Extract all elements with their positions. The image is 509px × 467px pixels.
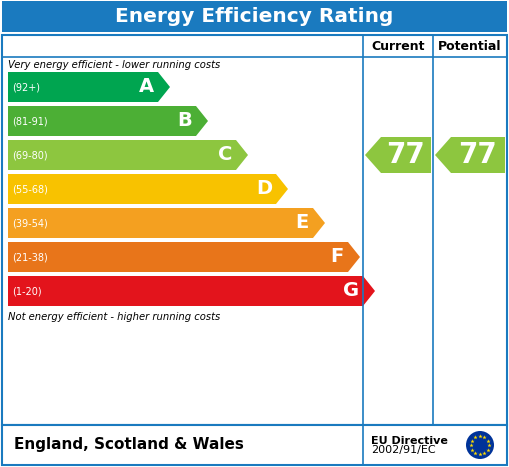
- Text: A: A: [139, 78, 154, 97]
- Text: (21-38): (21-38): [12, 252, 48, 262]
- Text: (81-91): (81-91): [12, 116, 48, 126]
- Text: D: D: [256, 179, 272, 198]
- Polygon shape: [8, 72, 170, 102]
- Text: Current: Current: [371, 40, 425, 52]
- Text: (92+): (92+): [12, 82, 40, 92]
- Text: E: E: [296, 213, 309, 233]
- Text: F: F: [331, 248, 344, 267]
- Text: 77: 77: [387, 141, 426, 169]
- Text: C: C: [218, 146, 232, 164]
- Text: G: G: [343, 282, 359, 300]
- Text: B: B: [177, 112, 192, 130]
- Text: England, Scotland & Wales: England, Scotland & Wales: [14, 438, 244, 453]
- Text: 2002/91/EC: 2002/91/EC: [371, 445, 436, 455]
- Bar: [2, 1, 507, 32]
- Polygon shape: [8, 106, 208, 136]
- Circle shape: [466, 431, 494, 459]
- Text: (39-54): (39-54): [12, 218, 48, 228]
- Text: (55-68): (55-68): [12, 184, 48, 194]
- Text: Not energy efficient - higher running costs: Not energy efficient - higher running co…: [8, 312, 220, 322]
- Bar: [2, 35, 507, 425]
- Text: Energy Efficiency Rating: Energy Efficiency Rating: [116, 7, 393, 26]
- Text: (69-80): (69-80): [12, 150, 48, 160]
- Polygon shape: [8, 242, 360, 272]
- Text: (1-20): (1-20): [12, 286, 42, 296]
- Polygon shape: [365, 137, 431, 173]
- Polygon shape: [8, 140, 248, 170]
- Text: 77: 77: [459, 141, 497, 169]
- Polygon shape: [8, 174, 288, 204]
- Bar: [2, 425, 507, 465]
- Polygon shape: [435, 137, 505, 173]
- Text: EU Directive: EU Directive: [371, 436, 448, 446]
- Polygon shape: [8, 208, 325, 238]
- Polygon shape: [8, 276, 375, 306]
- Text: Very energy efficient - lower running costs: Very energy efficient - lower running co…: [8, 60, 220, 70]
- Text: Potential: Potential: [438, 40, 502, 52]
